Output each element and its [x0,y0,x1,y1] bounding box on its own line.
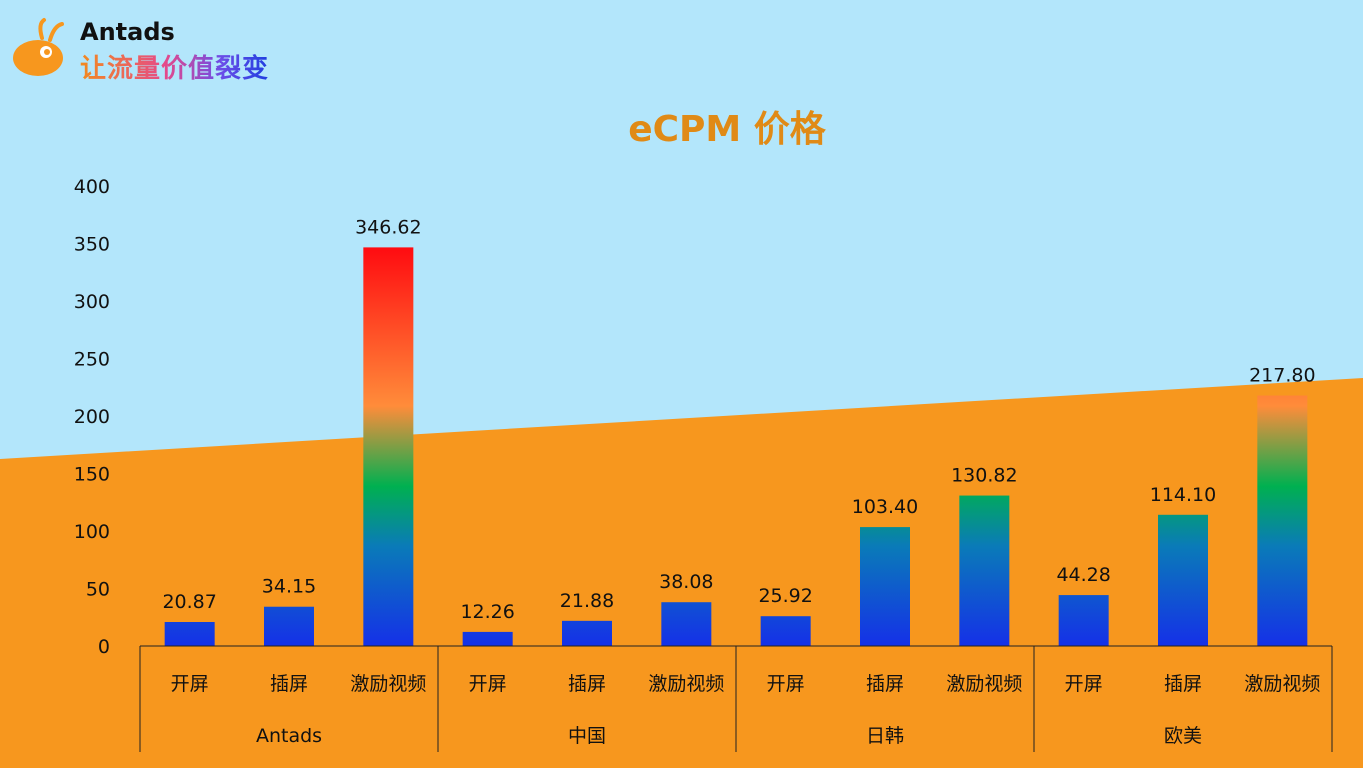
y-tick-label: 350 [74,234,110,256]
bar [1158,514,1208,646]
data-label: 34.15 [262,576,316,598]
ant-logo-icon [13,18,64,76]
y-axis: 0 50 100 150 200 250 300 350 400 [74,176,110,658]
group-label: 中国 [568,725,606,747]
orange-slope-band [0,378,1363,768]
y-tick-label: 150 [74,464,110,486]
bar [363,247,414,646]
bar [164,621,215,646]
bar [462,631,513,646]
brand-name: Antads [80,18,175,46]
category-label: 插屏 [270,673,308,695]
category-label: 插屏 [568,673,606,695]
bar [860,527,910,646]
y-tick-label: 400 [74,176,110,198]
brand-slogan: 让流量价值裂变 [80,48,269,85]
category-label: 激励视频 [648,673,724,695]
bar [562,620,612,646]
category-label: 激励视频 [946,673,1022,695]
bar [760,616,811,646]
category-label: 激励视频 [350,673,426,695]
y-tick-label: 50 [86,579,110,601]
y-tick-label: 250 [74,349,110,371]
data-label: 12.26 [460,601,514,623]
group-label: 日韩 [866,725,904,747]
data-label: 21.88 [560,590,614,612]
data-label: 103.40 [852,496,918,518]
data-label: 346.62 [355,216,421,238]
bar [661,602,712,646]
category-label: 开屏 [767,673,805,695]
bars-layer: 20.87 34.15 346.62 12.26 21.88 38.08 25.92 103.… [162,216,1316,646]
bar [264,606,314,646]
data-label: 44.28 [1056,564,1110,586]
y-tick-label: 300 [74,291,110,313]
y-tick-label: 0 [98,636,110,658]
category-label: 开屏 [469,673,507,695]
category-label: 开屏 [1065,673,1103,695]
data-label: 217.80 [1249,365,1315,387]
bar [959,495,1010,646]
y-tick-label: 200 [74,406,110,428]
group-label: Antads [256,725,322,747]
category-label: 激励视频 [1244,673,1320,695]
category-label: 开屏 [171,673,209,695]
data-label: 130.82 [951,465,1017,487]
data-label: 20.87 [162,591,216,613]
data-label: 25.92 [758,585,812,607]
category-label: 插屏 [1164,673,1202,695]
chart-title: eCPM 价格 [628,109,826,150]
data-label: 38.08 [659,571,713,593]
category-label: 插屏 [866,673,904,695]
bar [1058,595,1109,646]
group-label: 欧美 [1164,725,1202,747]
data-label: 114.10 [1150,484,1216,506]
bar [1257,395,1308,646]
y-tick-label: 100 [74,521,110,543]
